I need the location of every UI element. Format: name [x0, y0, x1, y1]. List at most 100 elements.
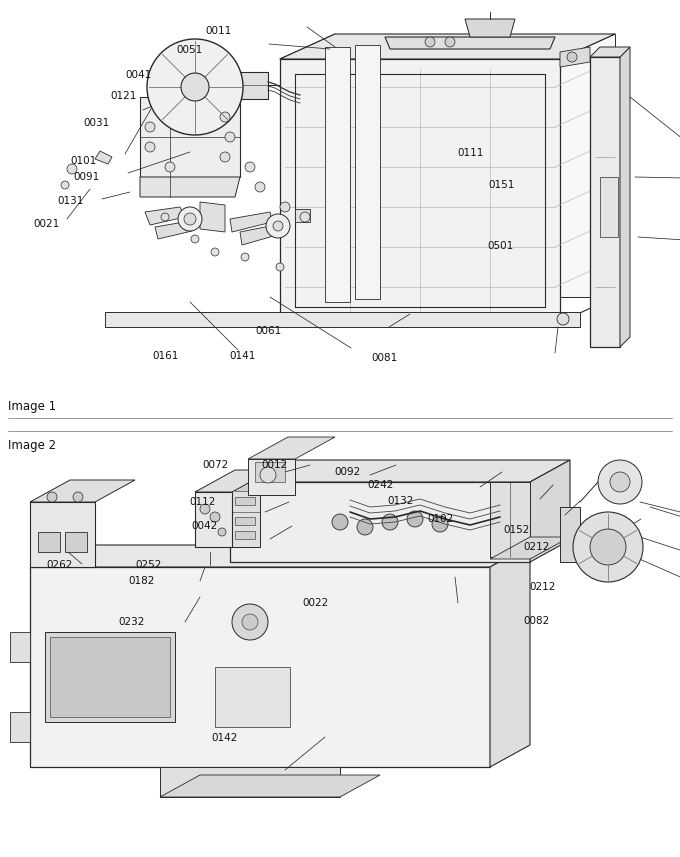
- Polygon shape: [45, 632, 175, 722]
- Circle shape: [191, 235, 199, 243]
- Circle shape: [280, 202, 290, 212]
- Circle shape: [210, 512, 220, 522]
- Polygon shape: [10, 632, 30, 662]
- Polygon shape: [248, 437, 335, 459]
- Text: 0152: 0152: [503, 525, 530, 536]
- Text: 0011: 0011: [205, 26, 232, 36]
- Polygon shape: [240, 225, 277, 245]
- Circle shape: [184, 213, 196, 225]
- Circle shape: [445, 37, 455, 47]
- Polygon shape: [145, 207, 185, 225]
- Circle shape: [573, 512, 643, 582]
- Text: 0051: 0051: [176, 45, 203, 55]
- Circle shape: [382, 514, 398, 530]
- Polygon shape: [140, 177, 240, 197]
- Circle shape: [557, 313, 569, 325]
- Polygon shape: [240, 72, 268, 99]
- Text: 0242: 0242: [367, 480, 394, 490]
- Circle shape: [407, 511, 423, 527]
- Polygon shape: [280, 59, 560, 322]
- Polygon shape: [385, 37, 555, 49]
- Text: 0072: 0072: [203, 460, 229, 470]
- Polygon shape: [195, 470, 272, 492]
- Circle shape: [273, 221, 283, 231]
- Circle shape: [218, 528, 226, 536]
- Polygon shape: [248, 459, 295, 495]
- Circle shape: [165, 162, 175, 172]
- Polygon shape: [105, 312, 580, 327]
- Text: 0031: 0031: [83, 118, 109, 129]
- Text: 0091: 0091: [73, 172, 100, 183]
- Circle shape: [47, 492, 57, 502]
- Polygon shape: [195, 492, 232, 547]
- Polygon shape: [215, 667, 290, 727]
- Circle shape: [178, 207, 202, 231]
- Polygon shape: [230, 460, 570, 482]
- Text: 0212: 0212: [530, 582, 556, 592]
- Text: 0252: 0252: [135, 560, 162, 570]
- Text: 0232: 0232: [118, 617, 145, 627]
- Polygon shape: [620, 47, 630, 347]
- Text: 0092: 0092: [334, 467, 360, 477]
- Polygon shape: [490, 537, 570, 559]
- Polygon shape: [30, 480, 135, 502]
- Circle shape: [300, 212, 310, 222]
- Circle shape: [67, 164, 77, 174]
- Text: 0131: 0131: [57, 195, 84, 206]
- Polygon shape: [230, 212, 272, 232]
- Polygon shape: [200, 202, 225, 232]
- Circle shape: [245, 162, 255, 172]
- Text: 0111: 0111: [458, 148, 484, 159]
- Circle shape: [260, 467, 276, 483]
- Polygon shape: [355, 45, 380, 299]
- Circle shape: [610, 472, 630, 492]
- Polygon shape: [155, 221, 192, 239]
- Circle shape: [432, 516, 448, 532]
- Text: 0141: 0141: [229, 351, 256, 361]
- Circle shape: [161, 213, 169, 221]
- Circle shape: [145, 142, 155, 152]
- Circle shape: [147, 39, 243, 135]
- Polygon shape: [30, 567, 490, 767]
- Text: 0212: 0212: [523, 542, 549, 552]
- Text: 0021: 0021: [33, 219, 60, 229]
- Text: 0042: 0042: [191, 521, 218, 531]
- Polygon shape: [65, 532, 87, 552]
- Polygon shape: [490, 545, 530, 767]
- Circle shape: [276, 263, 284, 271]
- Text: 0102: 0102: [428, 514, 454, 524]
- Text: 0501: 0501: [487, 241, 513, 251]
- Polygon shape: [140, 97, 240, 177]
- Polygon shape: [530, 460, 570, 562]
- Text: 0101: 0101: [71, 156, 97, 166]
- Polygon shape: [560, 47, 590, 67]
- Circle shape: [332, 514, 348, 530]
- Polygon shape: [255, 462, 285, 482]
- Polygon shape: [235, 483, 255, 491]
- Circle shape: [211, 248, 219, 256]
- Polygon shape: [335, 34, 615, 297]
- Polygon shape: [50, 637, 170, 717]
- Polygon shape: [30, 502, 95, 567]
- Text: Image 1: Image 1: [8, 399, 56, 412]
- Circle shape: [598, 460, 642, 504]
- Text: 0061: 0061: [255, 326, 282, 336]
- Circle shape: [220, 112, 230, 122]
- Polygon shape: [280, 34, 615, 59]
- Circle shape: [220, 152, 230, 162]
- Polygon shape: [230, 482, 530, 562]
- Polygon shape: [490, 482, 530, 557]
- Text: 0121: 0121: [110, 91, 137, 101]
- Text: 0041: 0041: [126, 70, 152, 81]
- Text: 0082: 0082: [523, 616, 549, 626]
- Polygon shape: [295, 209, 310, 222]
- Polygon shape: [95, 151, 112, 164]
- Circle shape: [242, 614, 258, 630]
- Circle shape: [241, 253, 249, 261]
- Polygon shape: [160, 767, 340, 797]
- Circle shape: [181, 73, 209, 101]
- Polygon shape: [325, 47, 350, 302]
- Circle shape: [73, 492, 83, 502]
- Circle shape: [590, 529, 626, 565]
- Circle shape: [567, 52, 577, 62]
